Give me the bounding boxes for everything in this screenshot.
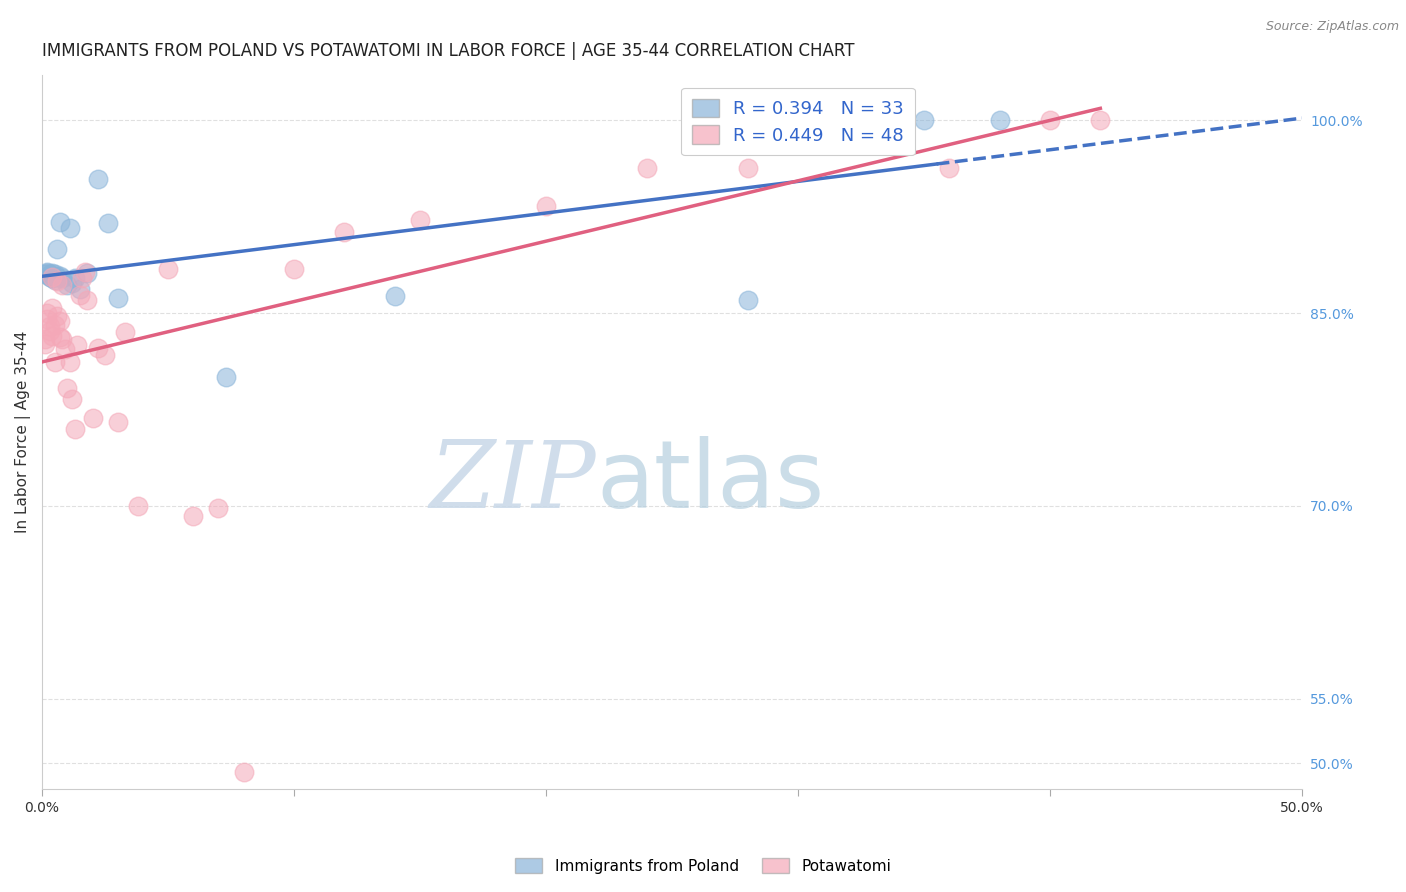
Point xyxy=(988,113,1011,128)
Point xyxy=(48,215,70,229)
Point xyxy=(46,274,69,288)
Point xyxy=(837,113,859,128)
Point xyxy=(938,161,960,175)
Point xyxy=(41,270,63,285)
Point xyxy=(86,341,108,355)
Point xyxy=(37,312,59,326)
Point xyxy=(60,392,83,407)
Point xyxy=(44,318,66,332)
Point xyxy=(56,381,79,395)
Point xyxy=(34,268,56,282)
Point xyxy=(737,293,759,308)
Text: ZIP: ZIP xyxy=(430,437,596,527)
Point xyxy=(34,332,56,346)
Point xyxy=(1090,113,1112,128)
Point xyxy=(66,338,89,352)
Point xyxy=(38,270,60,285)
Legend: Immigrants from Poland, Potawatomi: Immigrants from Poland, Potawatomi xyxy=(509,852,897,880)
Point xyxy=(38,324,60,338)
Point xyxy=(107,415,129,429)
Y-axis label: In Labor Force | Age 35-44: In Labor Force | Age 35-44 xyxy=(15,331,31,533)
Point xyxy=(534,199,557,213)
Point xyxy=(787,113,810,128)
Point xyxy=(41,329,63,343)
Point xyxy=(41,268,63,283)
Point xyxy=(53,342,76,356)
Point xyxy=(114,326,136,340)
Point xyxy=(207,501,229,516)
Point xyxy=(37,266,59,280)
Point xyxy=(48,268,70,283)
Point xyxy=(37,265,59,279)
Point xyxy=(51,271,73,285)
Point xyxy=(38,268,60,283)
Point xyxy=(69,282,91,296)
Point xyxy=(97,216,120,230)
Point xyxy=(107,291,129,305)
Point xyxy=(44,270,66,285)
Point xyxy=(215,370,238,384)
Point xyxy=(181,509,204,524)
Text: IMMIGRANTS FROM POLAND VS POTAWATOMI IN LABOR FORCE | AGE 35-44 CORRELATION CHAR: IMMIGRANTS FROM POLAND VS POTAWATOMI IN … xyxy=(42,42,855,60)
Point xyxy=(59,355,82,369)
Point xyxy=(38,318,60,333)
Point xyxy=(73,265,96,279)
Point xyxy=(76,293,98,308)
Text: Source: ZipAtlas.com: Source: ZipAtlas.com xyxy=(1265,20,1399,33)
Point xyxy=(41,301,63,315)
Point xyxy=(59,221,82,235)
Point xyxy=(46,309,69,323)
Point xyxy=(127,499,149,513)
Point xyxy=(48,314,70,328)
Point xyxy=(737,161,759,175)
Point xyxy=(63,422,86,436)
Point xyxy=(72,271,94,285)
Point xyxy=(333,225,356,239)
Point xyxy=(232,765,254,780)
Point xyxy=(48,330,70,344)
Point xyxy=(56,277,79,292)
Point xyxy=(51,332,73,346)
Point xyxy=(283,262,305,277)
Point xyxy=(82,411,104,425)
Point xyxy=(63,271,86,285)
Point xyxy=(157,262,180,277)
Point xyxy=(862,113,884,128)
Point xyxy=(912,113,935,128)
Point xyxy=(60,277,83,291)
Point xyxy=(86,172,108,186)
Point xyxy=(44,355,66,369)
Point xyxy=(384,289,406,303)
Point xyxy=(76,266,98,280)
Point xyxy=(44,268,66,282)
Point xyxy=(37,306,59,320)
Point xyxy=(636,161,658,175)
Point xyxy=(51,277,73,292)
Point xyxy=(69,288,91,302)
Point xyxy=(44,268,66,283)
Point xyxy=(46,242,69,256)
Point xyxy=(409,213,432,227)
Point xyxy=(1039,113,1062,128)
Point xyxy=(34,337,56,351)
Text: atlas: atlas xyxy=(596,436,825,528)
Point xyxy=(94,349,117,363)
Point xyxy=(41,266,63,280)
Point xyxy=(38,268,60,282)
Point xyxy=(41,271,63,285)
Point xyxy=(44,272,66,286)
Point xyxy=(46,270,69,285)
Legend: R = 0.394   N = 33, R = 0.449   N = 48: R = 0.394 N = 33, R = 0.449 N = 48 xyxy=(681,87,915,155)
